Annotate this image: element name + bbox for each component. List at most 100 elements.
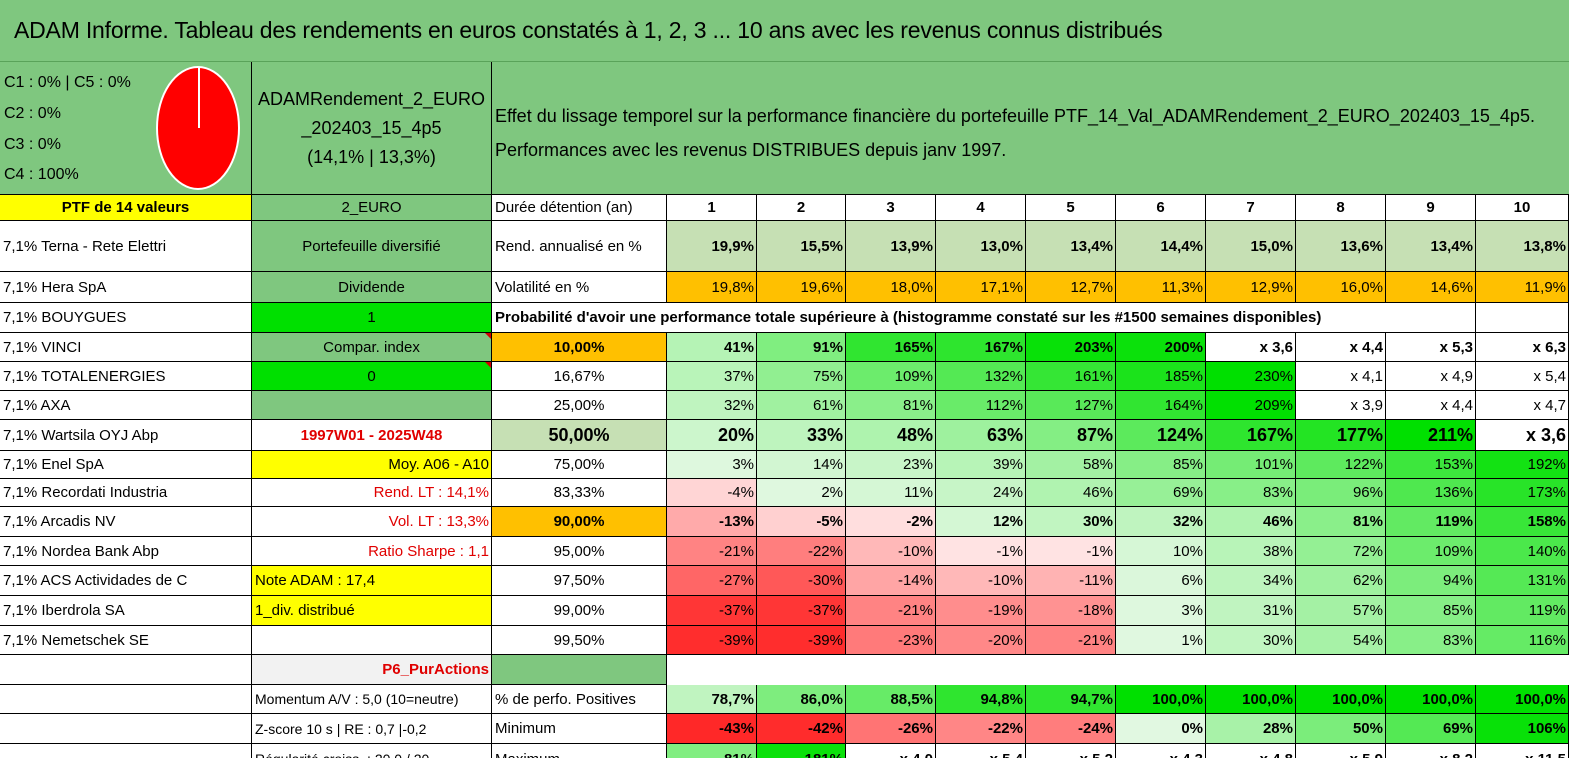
stat-label: Minimum xyxy=(492,714,667,744)
quantile-value: 132% xyxy=(936,362,1026,391)
holding-row: 7,1% Enel SpA xyxy=(0,451,252,479)
empty-cell xyxy=(492,655,667,685)
year-header: 1 xyxy=(667,195,757,221)
vol-value: 17,1% xyxy=(936,272,1026,303)
quantile-label: 83,33% xyxy=(492,479,667,507)
quantile-value: 85% xyxy=(1386,596,1476,626)
year-header: 9 xyxy=(1386,195,1476,221)
info-cell: Momentum A/V : 5,0 (10=neutre) xyxy=(252,685,492,714)
quantile-value: 124% xyxy=(1116,420,1206,451)
quantile-value: 153% xyxy=(1386,451,1476,479)
year-header: 7 xyxy=(1206,195,1296,221)
quantile-value: -2% xyxy=(846,507,936,537)
quantile-value: 161% xyxy=(1026,362,1116,391)
quantile-value: 81% xyxy=(1296,507,1386,537)
quantile-value: 173% xyxy=(1476,479,1569,507)
prob-header: Probabilité d'avoir une performance tota… xyxy=(492,303,1476,333)
stat-value: 94,7% xyxy=(1026,685,1116,714)
quantile-value: 87% xyxy=(1026,420,1116,451)
info-cell: Dividende xyxy=(252,272,492,303)
quantile-value: 3% xyxy=(667,451,757,479)
quantile-value: x 3,9 xyxy=(1296,391,1386,420)
quantile-value: -27% xyxy=(667,566,757,596)
quantile-value: -21% xyxy=(667,537,757,566)
quantile-value: 192% xyxy=(1476,451,1569,479)
info-cell: Note ADAM : 17,4 xyxy=(252,566,492,596)
quantile-value: -13% xyxy=(667,507,757,537)
stat-value: 69% xyxy=(1386,714,1476,744)
info-cell: 2_EURO xyxy=(252,195,492,221)
portfolio-name-line2: _202403_15_4p5 xyxy=(301,117,442,138)
quantile-value: 75% xyxy=(757,362,846,391)
quantile-value: -14% xyxy=(846,566,936,596)
quantile-value: 109% xyxy=(846,362,936,391)
quantile-label: 95,00% xyxy=(492,537,667,566)
empty-cell xyxy=(0,655,252,685)
rend-value: 13,0% xyxy=(936,221,1026,272)
holding-row: 7,1% BOUYGUES xyxy=(0,303,252,333)
quantile-value: -21% xyxy=(1026,626,1116,655)
stat-label: % de perfo. Positives xyxy=(492,685,667,714)
vol-value: 16,0% xyxy=(1296,272,1386,303)
rend-value: 13,4% xyxy=(1026,221,1116,272)
stat-value: 100,0% xyxy=(1116,685,1206,714)
quantile-label: 50,00% xyxy=(492,420,667,451)
stat-value: 106% xyxy=(1476,714,1569,744)
quantile-value: 83% xyxy=(1386,626,1476,655)
quantile-value: -19% xyxy=(936,596,1026,626)
quantile-value: 211% xyxy=(1386,420,1476,451)
quantile-label: 25,00% xyxy=(492,391,667,420)
stat-value: 100,0% xyxy=(1296,685,1386,714)
quantile-value: 14% xyxy=(757,451,846,479)
quantile-value: -23% xyxy=(846,626,936,655)
quantile-value: 12% xyxy=(936,507,1026,537)
holding-row: 7,1% Wartsila OYJ Abp xyxy=(0,420,252,451)
vol-value: 14,6% xyxy=(1386,272,1476,303)
quantile-value: 3% xyxy=(1116,596,1206,626)
quantile-value: x 6,3 xyxy=(1476,333,1569,362)
vol-label: Volatilité en % xyxy=(492,272,667,303)
year-header: 3 xyxy=(846,195,936,221)
stat-value: -26% xyxy=(846,714,936,744)
quantile-label: 97,50% xyxy=(492,566,667,596)
quantile-value: 39% xyxy=(936,451,1026,479)
quantile-value: 1% xyxy=(1116,626,1206,655)
info-highlight: P6_PurActions xyxy=(252,655,492,685)
info-cell xyxy=(252,391,492,420)
quantile-value: 96% xyxy=(1296,479,1386,507)
year-header: 2 xyxy=(757,195,846,221)
stat-value: 100,0% xyxy=(1206,685,1296,714)
quantile-value: 209% xyxy=(1206,391,1296,420)
allocation-panel: C1 : 0% | C5 : 0% C2 : 0% C3 : 0% C4 : 1… xyxy=(0,62,252,195)
stat-value: 50% xyxy=(1296,714,1386,744)
allocation-line: C2 : 0% xyxy=(4,105,61,122)
stat-value: 78,7% xyxy=(667,685,757,714)
quantile-value: -10% xyxy=(936,566,1026,596)
rend-value: 19,9% xyxy=(667,221,757,272)
vol-value: 12,9% xyxy=(1206,272,1296,303)
info-cell: Portefeuille diversifié xyxy=(252,221,492,272)
quantile-value: 24% xyxy=(936,479,1026,507)
quantile-value: -10% xyxy=(846,537,936,566)
quantile-value: 62% xyxy=(1296,566,1386,596)
rend-value: 13,9% xyxy=(846,221,936,272)
quantile-value: 140% xyxy=(1476,537,1569,566)
quantile-value: 122% xyxy=(1296,451,1386,479)
quantile-value: -11% xyxy=(1026,566,1116,596)
quantile-value: 91% xyxy=(757,333,846,362)
quantile-value: 185% xyxy=(1116,362,1206,391)
quantile-value: 57% xyxy=(1296,596,1386,626)
quantile-value: 200% xyxy=(1116,333,1206,362)
quantile-value: 167% xyxy=(1206,420,1296,451)
holding-row: 7,1% VINCI xyxy=(0,333,252,362)
info-cell: 1 xyxy=(252,303,492,333)
quantile-value: 203% xyxy=(1026,333,1116,362)
quantile-value: -1% xyxy=(936,537,1026,566)
quantile-value: -5% xyxy=(757,507,846,537)
description-panel: Effet du lissage temporel sur la perform… xyxy=(492,62,1569,195)
quantile-value: -37% xyxy=(757,596,846,626)
empty-cell xyxy=(1476,303,1569,333)
allocation-pie-chart xyxy=(156,66,240,190)
title-bar: ADAM Informe. Tableau des rendements en … xyxy=(0,0,1569,62)
